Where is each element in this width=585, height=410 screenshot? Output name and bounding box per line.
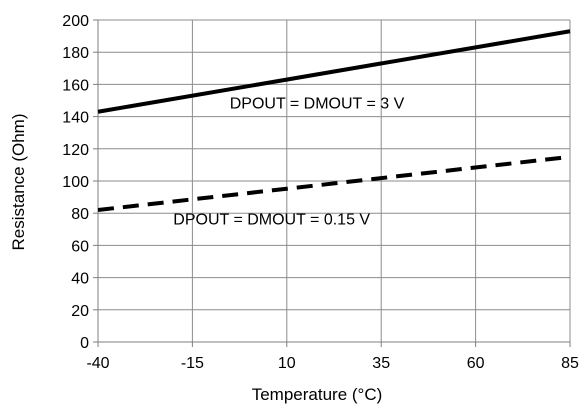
x-tick-label: 10 [278,355,296,372]
y-tick-label: 160 [62,77,89,94]
y-tick-label: 80 [71,206,89,223]
x-tick-label: 85 [561,355,579,372]
y-axis-title: Resistance (Ohm) [9,114,28,251]
series-group [97,29,571,212]
y-tick-label: 180 [62,45,89,62]
series-annotation-2: DPOUT = DMOUT = 0.15 V [173,211,370,228]
series-annotation-1: DPOUT = DMOUT = 3 V [230,96,405,113]
y-tick-label: 60 [71,238,89,255]
y-tick-label: 40 [71,271,89,288]
grid-lines [98,19,571,342]
y-tick-label: 200 [62,13,89,30]
x-tick-label: 35 [372,355,390,372]
tick-labels: 0 20 40 60 80 100 120 140 160 180 200 -40 -15 10 35 60 8… [62,13,579,372]
annotations: DPOUT = DMOUT = 3 V DPOUT = DMOUT = 0.15 … [173,96,404,229]
series-line-1 [97,29,571,114]
y-tick-label: 0 [80,335,89,352]
y-tick-label: 100 [62,174,89,191]
axes [93,19,571,347]
y-tick-label: 120 [62,142,89,159]
x-tick-label: 60 [467,355,485,372]
y-tick-label: 20 [71,303,89,320]
x-axis-title: Temperature (°C) [252,385,383,404]
y-tick-label: 140 [62,110,89,127]
x-tick-label: -15 [181,355,204,372]
series-line-2 [97,154,571,212]
x-tick-label: -40 [86,355,109,372]
